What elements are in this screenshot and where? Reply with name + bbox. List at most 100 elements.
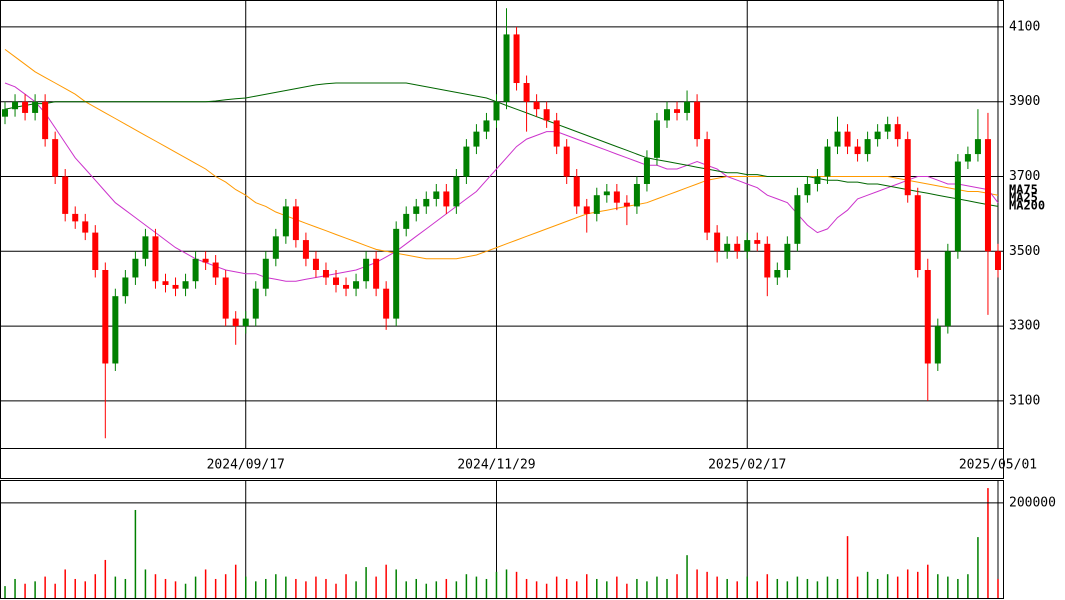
candle-body	[583, 206, 590, 214]
candle-body	[844, 131, 851, 147]
y-tick-label: 4100	[1009, 19, 1040, 34]
x-tick-label: 2024/11/29	[457, 458, 535, 473]
candle-body	[714, 232, 721, 252]
volume-bar	[806, 578, 809, 598]
price-panel: 3100 3300 3500 3700 3900 4100	[0, 0, 1040, 448]
volume-bar	[375, 576, 377, 598]
candle-body	[222, 277, 229, 319]
volume-bar	[776, 578, 779, 598]
candle-body	[463, 146, 470, 177]
date-frame	[0, 448, 1004, 479]
candle-body	[904, 139, 911, 196]
candle-body	[573, 176, 580, 207]
volume-bar	[756, 581, 759, 598]
volume-bar	[706, 571, 708, 598]
y-tick-label: 3700	[1009, 169, 1040, 184]
y-tick-label: 3500	[1009, 244, 1040, 259]
volume-bar	[555, 576, 558, 598]
candle-body	[874, 131, 881, 140]
candle-body	[232, 318, 239, 327]
candle-body	[694, 101, 701, 140]
volume-bar	[596, 578, 598, 598]
candle-body	[513, 34, 520, 84]
date-axis: 2024/09/17 2024/11/29 2025/02/17 2025/05/01	[207, 458, 1038, 473]
candle-body	[162, 281, 169, 285]
candle-body	[483, 120, 490, 132]
volume-bar	[666, 578, 668, 598]
volume-bar	[305, 581, 307, 598]
volume-bar	[796, 576, 799, 598]
candle-body	[964, 154, 971, 162]
candle-body	[934, 326, 941, 364]
candle-body	[824, 146, 831, 177]
candle-body	[182, 281, 189, 289]
candle-body	[132, 258, 139, 278]
candle-body	[453, 176, 460, 207]
candle-body	[884, 124, 891, 132]
volume-bar	[906, 569, 909, 598]
candle-body	[944, 251, 951, 327]
candle-body	[2, 109, 9, 117]
volume-bar	[455, 581, 458, 598]
candle-body	[32, 101, 39, 113]
volume-bar	[114, 576, 117, 598]
volume-bar	[575, 581, 578, 598]
volume-bar	[876, 578, 879, 598]
volume-bar	[475, 576, 478, 598]
candle-body	[393, 228, 400, 319]
legend-label: MA200	[1009, 199, 1045, 213]
candle-body	[643, 157, 650, 184]
volume-bar	[4, 586, 6, 598]
candle-body	[122, 277, 129, 297]
candle-body	[563, 146, 570, 177]
volume-bar	[987, 488, 989, 598]
candle-body	[433, 191, 440, 199]
candle-body	[142, 236, 149, 259]
ma-line	[4, 82, 999, 207]
candle-body	[322, 269, 329, 278]
candle-body	[312, 258, 319, 270]
volume-bar	[24, 583, 26, 598]
candle-body	[443, 191, 450, 207]
volume-bar	[515, 571, 518, 598]
volume-bar	[495, 571, 498, 598]
candle-body	[42, 101, 49, 140]
volume-bar	[826, 576, 829, 598]
volume-bar	[395, 569, 397, 598]
volume-bar	[736, 581, 738, 598]
volume-bar	[937, 574, 939, 598]
candle-body	[72, 213, 79, 222]
volume-bar	[315, 576, 317, 598]
candle-body	[814, 176, 821, 184]
candle-body	[774, 269, 781, 278]
y-tick-label: 3100	[1009, 393, 1040, 408]
volume-bar	[14, 578, 16, 598]
candle-body	[152, 236, 159, 282]
volume-bar	[44, 576, 46, 598]
volume-bar	[194, 576, 197, 598]
candle-body	[623, 202, 630, 207]
volume-bar	[957, 578, 959, 598]
volume-frame	[0, 480, 1004, 599]
candle-body	[373, 258, 380, 289]
volume-bar	[385, 564, 387, 598]
candle-body	[242, 318, 249, 327]
volume-bar	[525, 578, 528, 598]
candle-body	[333, 277, 340, 285]
volume-bar	[896, 576, 899, 598]
volume-bar	[606, 581, 608, 598]
candle-body	[172, 284, 179, 289]
candle-body	[343, 284, 350, 289]
candle-body	[353, 281, 360, 289]
candle-body	[62, 176, 69, 214]
candle-body	[102, 269, 109, 364]
candle-body	[82, 221, 89, 233]
volume-bar	[234, 564, 237, 598]
volume-bar	[84, 581, 87, 598]
volume-bar	[816, 581, 819, 598]
candle-body	[734, 243, 741, 252]
volume-bar	[616, 576, 618, 598]
